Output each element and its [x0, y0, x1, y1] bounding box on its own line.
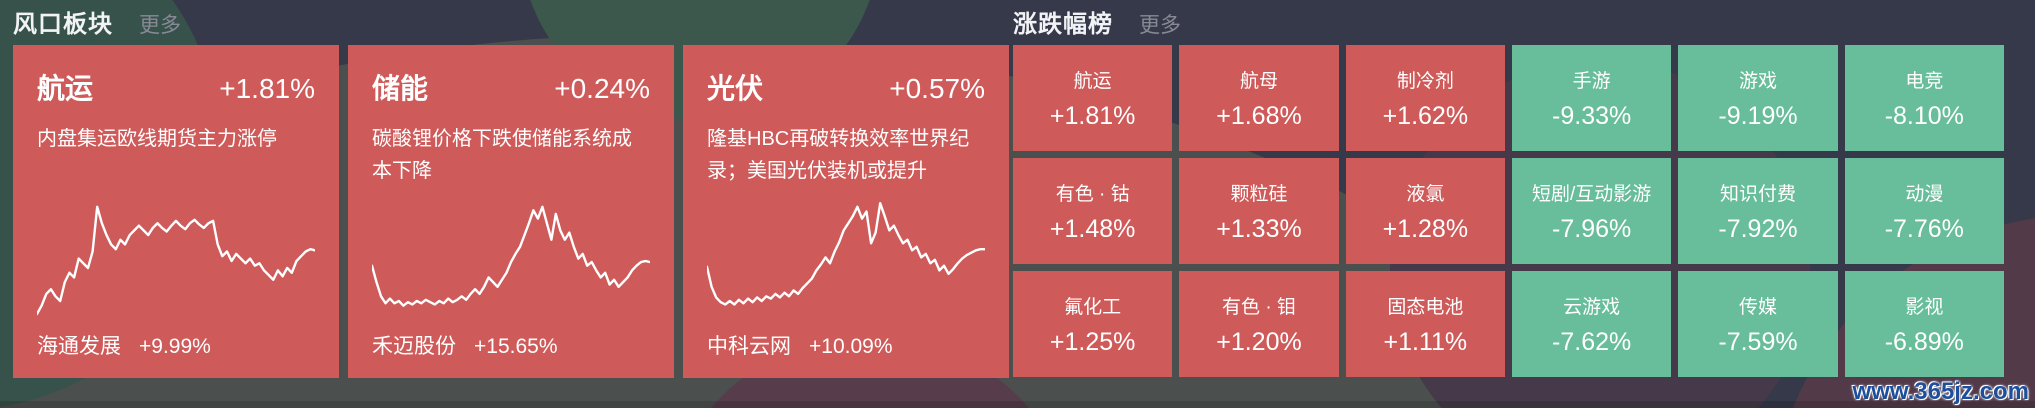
ranking-tile[interactable]: 手游 -9.33% [1511, 45, 1672, 151]
ranking-tile[interactable]: 航母 +1.68% [1179, 45, 1339, 151]
ranking-header: 涨跌幅榜 更多 [1013, 4, 2004, 38]
ranking-tile-change: +1.68% [1216, 101, 1302, 130]
ranking-tile[interactable]: 云游戏 -7.62% [1511, 271, 1672, 377]
sector-sparkline-chart [372, 191, 650, 324]
top-stock-name: 禾迈股份 [372, 335, 456, 358]
hot-sector-cards: 航运 +1.81% 内盘集运欧线期货主力涨停 海通发展 +9.99% 储能 +0… [13, 45, 1009, 378]
ranking-tile-name: 固态电池 [1387, 296, 1464, 318]
hot-sectors-panel: 风口板块 更多 航运 +1.81% 内盘集运欧线期货主力涨停 海通发展 +9.9… [13, 4, 1009, 378]
hot-sectors-header: 风口板块 更多 [13, 4, 1009, 38]
sector-name: 航运 [37, 73, 94, 104]
ranking-tile-name: 传媒 [1738, 296, 1777, 318]
ranking-tile-change: -9.33% [1552, 101, 1632, 130]
ranking-tile-change: +1.62% [1382, 101, 1469, 130]
sector-news: 碳酸锂价格下跌使储能系统成本下降 [372, 128, 632, 183]
ranking-tile-name: 制冷剂 [1396, 70, 1454, 92]
ranking-tile-name: 电竞 [1905, 70, 1944, 92]
ranking-tile[interactable]: 制冷剂 +1.62% [1345, 45, 1505, 151]
sector-top-stock: 中科云网 +10.09% [707, 330, 985, 360]
ranking-panel: 涨跌幅榜 更多 航运 +1.81% 航母 +1.68% 制冷剂 +1.62% 手… [1013, 4, 2004, 377]
ranking-tile[interactable]: 短剧/互动影游 -7.96% [1511, 158, 1672, 264]
sector-name: 储能 [372, 73, 429, 104]
sector-name: 光伏 [707, 73, 764, 104]
ranking-tile-change: -7.92% [1718, 214, 1798, 243]
ranking-tile-name: 动漫 [1905, 183, 1944, 205]
ranking-title: 涨跌幅榜 [1013, 11, 1113, 38]
ranking-tile-change: -9.19% [1718, 101, 1798, 130]
ranking-tile-change: -6.89% [1884, 327, 1964, 356]
sector-top-stock: 禾迈股份 +15.65% [372, 330, 650, 360]
ranking-tile-change: -7.76% [1884, 214, 1964, 243]
ranking-tile-change: -7.59% [1718, 327, 1798, 356]
sector-sparkline-chart [707, 191, 985, 324]
top-stock-name: 海通发展 [37, 335, 121, 358]
ranking-tile[interactable]: 固态电池 +1.11% [1345, 271, 1505, 377]
ranking-tile[interactable]: 动漫 -7.76% [1844, 158, 2004, 264]
ranking-tile-change: -7.62% [1552, 327, 1632, 356]
sector-change: +1.81% [219, 73, 315, 104]
ranking-grid: 航运 +1.81% 航母 +1.68% 制冷剂 +1.62% 手游 -9.33%… [1013, 45, 2004, 377]
hot-sectors-title: 风口板块 [13, 11, 113, 38]
site-watermark: www.365jz.com [1852, 378, 2029, 405]
ranking-tile-change: -8.10% [1884, 101, 1964, 130]
ranking-tile[interactable]: 液氯 +1.28% [1345, 158, 1505, 264]
ranking-tile[interactable]: 有色 · 钼 +1.20% [1179, 271, 1339, 377]
ranking-tile-name: 液氯 [1406, 183, 1445, 205]
ranking-tile-name: 有色 · 钼 [1222, 296, 1296, 318]
top-stock-name: 中科云网 [707, 335, 791, 358]
ranking-tile[interactable]: 知识付费 -7.92% [1678, 158, 1838, 264]
sector-top-stock: 海通发展 +9.99% [37, 330, 315, 360]
ranking-tile-name: 航母 [1239, 70, 1278, 92]
ranking-tile[interactable]: 传媒 -7.59% [1678, 271, 1838, 377]
ranking-tile-name: 知识付费 [1719, 183, 1796, 205]
ranking-tile-change: +1.25% [1049, 327, 1136, 356]
ranking-tile-name: 云游戏 [1563, 296, 1621, 318]
ranking-tile-change: +1.11% [1383, 327, 1468, 356]
ranking-tile-name: 有色 · 钴 [1055, 183, 1130, 205]
sector-card[interactable]: 光伏 +0.57% 隆基HBC再破转换效率世界纪录；美国光伏装机或提升 中科云网… [683, 45, 1009, 378]
sector-card-head: 航运 +1.81% [37, 67, 315, 107]
ranking-tile[interactable]: 航运 +1.81% [1013, 45, 1173, 151]
ranking-tile[interactable]: 氟化工 +1.25% [1013, 271, 1173, 377]
sector-card[interactable]: 储能 +0.24% 碳酸锂价格下跌使储能系统成本下降 禾迈股份 +15.65% [348, 45, 674, 378]
ranking-tile-name: 影视 [1905, 296, 1944, 318]
ranking-tile-change: +1.33% [1216, 214, 1302, 243]
ranking-tile-name: 手游 [1572, 70, 1611, 92]
top-stock-change: +10.09% [809, 335, 893, 358]
ranking-tile-change: +1.28% [1382, 214, 1469, 243]
ranking-tile-name: 短剧/互动影游 [1532, 183, 1652, 205]
ranking-tile-change: +1.48% [1049, 214, 1136, 243]
sector-card-head: 储能 +0.24% [372, 67, 650, 107]
sector-news: 隆基HBC再破转换效率世界纪录；美国光伏装机或提升 [707, 128, 970, 183]
sector-change: +0.24% [554, 73, 650, 104]
ranking-tile-name: 游戏 [1738, 70, 1777, 92]
ranking-tile-name: 航运 [1073, 70, 1112, 92]
sector-sparkline-chart [37, 191, 315, 324]
sector-change: +0.57% [889, 73, 985, 104]
ranking-tile-change: -7.96% [1552, 214, 1632, 243]
ranking-tile-change: +1.81% [1049, 101, 1136, 130]
ranking-tile-change: +1.20% [1216, 327, 1302, 356]
decor-bottom-band [0, 401, 2035, 408]
ranking-tile[interactable]: 有色 · 钴 +1.48% [1013, 158, 1173, 264]
ranking-tile-name: 氟化工 [1064, 296, 1122, 318]
ranking-tile[interactable]: 影视 -6.89% [1844, 271, 2004, 377]
hot-sectors-more-link[interactable]: 更多 [139, 14, 181, 37]
sector-card[interactable]: 航运 +1.81% 内盘集运欧线期货主力涨停 海通发展 +9.99% [13, 45, 339, 378]
sector-news: 内盘集运欧线期货主力涨停 [37, 128, 277, 150]
top-stock-change: +9.99% [139, 335, 211, 358]
ranking-tile[interactable]: 游戏 -9.19% [1678, 45, 1838, 151]
ranking-tile[interactable]: 电竞 -8.10% [1844, 45, 2004, 151]
ranking-tile-name: 颗粒硅 [1230, 183, 1288, 205]
ranking-tile[interactable]: 颗粒硅 +1.33% [1179, 158, 1339, 264]
top-stock-change: +15.65% [474, 335, 558, 358]
ranking-more-link[interactable]: 更多 [1139, 14, 1181, 37]
sector-card-head: 光伏 +0.57% [707, 67, 985, 107]
